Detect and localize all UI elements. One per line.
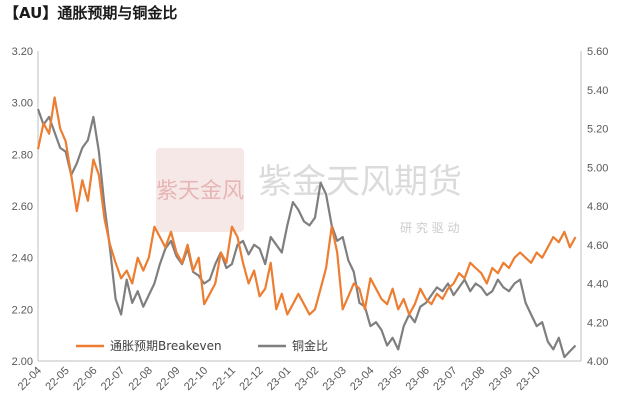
x-tick-label: 23-04: [348, 365, 376, 393]
series-line-breakeven: [36, 96, 577, 316]
right-axis-ticks: 4.00 4.20 4.40 4.60 4.80 5.00 5.20 5.40 5.60: [587, 46, 608, 368]
x-tick-label: 22-08: [127, 365, 155, 393]
left-tick-label: 2.40: [12, 253, 33, 265]
series-lines: [36, 96, 577, 359]
right-tick-label: 4.00: [587, 356, 608, 368]
x-tick-label: 23-05: [376, 365, 404, 393]
right-tick-label: 4.20: [587, 317, 608, 329]
left-tick-label: 3.20: [12, 46, 33, 58]
x-tick-label: 23-10: [514, 365, 542, 393]
watermark-logo: [156, 148, 244, 232]
legend: 通胀预期Breakeven 铜金比: [76, 338, 328, 353]
left-tick-label: 2.20: [12, 304, 33, 316]
x-tick-label: 23-02: [293, 365, 321, 393]
x-tick-label: 22-06: [71, 365, 99, 393]
right-tick-label: 5.60: [587, 46, 608, 58]
axes: [37, 51, 582, 362]
right-tick-label: 4.80: [587, 201, 608, 213]
x-tick-label: 23-01: [265, 365, 293, 393]
watermark-logo-text: 紫天金风: [156, 179, 244, 204]
right-tick-label: 4.60: [587, 240, 608, 252]
x-tick-label: 23-08: [459, 365, 487, 393]
x-tick-label: 22-10: [182, 365, 210, 393]
x-tick-label: 23-09: [487, 365, 515, 393]
legend-label-breakeven: 通胀预期Breakeven: [110, 339, 222, 353]
x-tick-label: 22-11: [210, 365, 238, 393]
x-tick-label: 23-06: [404, 365, 432, 393]
watermark: 紫天金风 紫金天风期货 研 究 驱 动: [156, 148, 462, 235]
x-axis-ticks: 22-04 22-05 22-06 22-07 22-08 22-09 22-10 22-11…: [16, 365, 543, 393]
chart-title: 【AU】通胀预期与铜金比: [4, 4, 178, 22]
x-tick-label: 23-07: [431, 365, 459, 393]
series-line-copper-gold: [36, 108, 577, 359]
legend-label-copper-gold: 铜金比: [292, 338, 328, 353]
left-tick-label: 3.00: [12, 98, 33, 110]
left-tick-label: 2.80: [12, 149, 33, 161]
x-tick-label: 22-04: [16, 365, 44, 393]
left-tick-label: 2.60: [12, 201, 33, 213]
right-tick-label: 4.40: [587, 279, 608, 291]
x-tick-label: 22-07: [99, 365, 127, 393]
left-axis-ticks: 2.00 2.20 2.40 2.60 2.80 3.00 3.20: [12, 46, 33, 368]
x-tick-label: 22-12: [237, 365, 265, 393]
watermark-slogan: 研 究 驱 动: [400, 220, 459, 235]
x-tick-label: 22-09: [154, 365, 182, 393]
right-tick-label: 5.00: [587, 162, 608, 174]
x-tick-label: 23-03: [320, 365, 348, 393]
right-tick-label: 5.20: [587, 124, 608, 136]
x-tick-label: 22-05: [43, 365, 71, 393]
right-tick-label: 5.40: [587, 85, 608, 97]
watermark-name: 紫金天风期货: [258, 162, 462, 202]
left-tick-label: 2.00: [12, 356, 33, 368]
